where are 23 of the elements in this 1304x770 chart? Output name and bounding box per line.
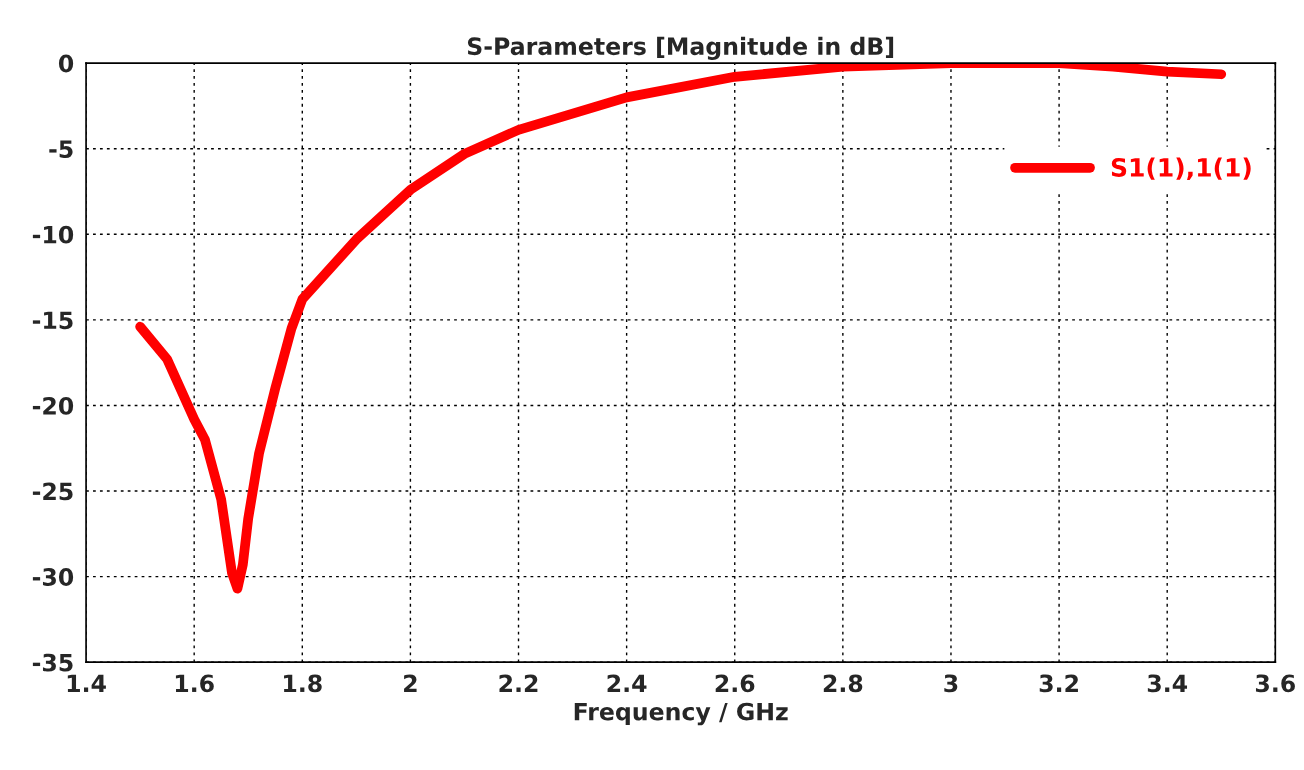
y-tick-label: -15: [32, 311, 73, 330]
x-tick-label: 2.6: [715, 674, 755, 693]
x-tick-label: 2.2: [499, 674, 538, 692]
x-tick-label: 2.4: [607, 674, 647, 692]
x-tick-label: 1.8: [284, 674, 322, 693]
x-tick-label: 1.6: [175, 674, 214, 693]
y-tick-label: -35: [32, 653, 73, 672]
x-axis-title: Frequency / GHz: [574, 702, 788, 726]
x-tick-label: 3.2: [1039, 674, 1078, 693]
y-tick-label: -25: [32, 482, 73, 501]
x-tick-label: 2.8: [823, 674, 863, 693]
y-tick-label: -10: [32, 225, 74, 244]
x-tick-label: 3.4: [1147, 674, 1188, 693]
legend-label: S1(1),1(1): [1111, 157, 1251, 181]
x-tick-label: 3: [944, 674, 958, 693]
x-tick-label: 3.6: [1255, 674, 1295, 693]
y-tick-label: -5: [49, 140, 73, 159]
chart-title: S-Parameters [Magnitude in dB]: [467, 36, 894, 60]
y-tick-label: 0: [58, 54, 74, 73]
x-tick-label: 1.4: [67, 674, 106, 692]
y-tick-label: -30: [32, 568, 74, 586]
x-tick-label: 2: [404, 674, 417, 692]
y-tick-label: -20: [32, 396, 74, 415]
